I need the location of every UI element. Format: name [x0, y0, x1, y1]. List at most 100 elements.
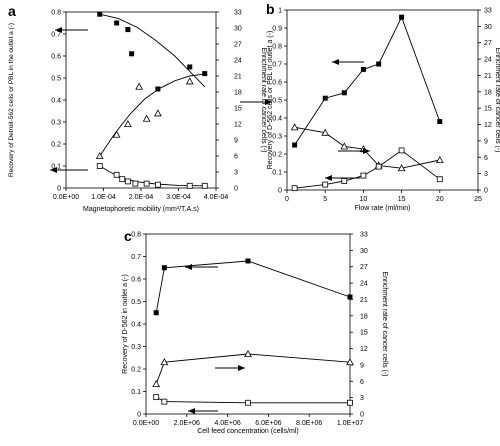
y-tick-label: 0: [57, 186, 61, 193]
data-point-series-0: [125, 27, 131, 33]
y2-tick-label: 6: [484, 155, 488, 162]
series-line-0: [155, 260, 351, 313]
x-tick-label: 0.0E+00: [53, 194, 79, 201]
data-point-series-1: [185, 77, 194, 85]
y-tick-label: 0.7: [51, 32, 61, 39]
y2-tick-label: 24: [234, 58, 242, 65]
data-point-series-2: [245, 399, 251, 406]
y-tick-label: 0.4: [51, 98, 61, 105]
data-point-series-1: [112, 130, 121, 138]
data-point-series-0: [153, 310, 159, 316]
x-axis-title: Flow rate (ml/min): [354, 205, 410, 212]
x-tick-label: 4.0E-04: [204, 194, 229, 201]
data-point-series-1: [397, 164, 406, 172]
y2-tick-label: 21: [360, 297, 368, 304]
data-point-series-0: [161, 265, 167, 271]
data-point-series-0: [187, 64, 193, 70]
x-tick-label: 0.0E+00: [133, 420, 159, 427]
data-point-series-1: [135, 82, 144, 90]
x-tick-label: 20: [436, 196, 444, 203]
series-line-2: [294, 149, 441, 189]
data-point-series-2: [322, 181, 329, 188]
plot-frame: [286, 9, 479, 191]
axis-arrow-0-head: [55, 27, 62, 33]
y2-tick-label: 30: [234, 26, 242, 33]
data-point-series-0: [292, 142, 298, 148]
y2-tick-label: 12: [484, 122, 492, 129]
y2-tick-label: 27: [360, 264, 368, 271]
y2-tick-label: 21: [234, 74, 242, 81]
y-tick-label: 0.1: [131, 389, 141, 396]
fit-curve-series-0: [99, 13, 206, 88]
axis-arrow-2-head: [188, 408, 195, 414]
data-point-series-0: [437, 119, 443, 125]
data-point-series-1: [340, 142, 349, 150]
y-tick-label: 0.4: [272, 116, 282, 123]
y-tick-label: 0.1: [51, 164, 61, 171]
y-tick-label: 0.8: [131, 232, 141, 239]
x-tick-label: 25: [474, 196, 482, 203]
data-point-series-0: [129, 51, 135, 57]
y2-tick-label: 21: [484, 73, 492, 80]
axis-arrow-1-head: [265, 99, 272, 105]
data-point-series-1: [123, 119, 132, 127]
x-tick-label: 6.0E+06: [255, 420, 281, 427]
y-tick-label: 0.3: [51, 120, 61, 127]
data-point-series-0: [155, 86, 161, 92]
data-point-series-0: [97, 11, 103, 17]
series-line-0: [294, 16, 441, 146]
y2-tick-label: 6: [360, 379, 364, 386]
data-point-series-1: [153, 109, 162, 117]
y2-tick-label: 3: [360, 395, 364, 402]
y2-tick-label: 0: [360, 412, 364, 419]
data-point-series-2: [436, 176, 443, 183]
y2-tick-label: 33: [484, 8, 492, 15]
panel-letter: a: [8, 3, 16, 19]
y-axis-title: Recovery of D-562 cells or PBL in outlet…: [267, 31, 274, 170]
data-point-series-2: [201, 182, 208, 189]
panel-letter: b: [266, 1, 275, 17]
data-point-series-2: [186, 182, 193, 189]
data-point-series-2: [153, 394, 160, 401]
axis-arrow-0-head: [185, 264, 192, 270]
fit-curve-series-1: [99, 73, 205, 157]
y-tick-label: 0.2: [51, 142, 61, 149]
y2-tick-label: 27: [234, 42, 242, 49]
data-point-series-1: [435, 155, 444, 164]
y2-tick-label: 18: [360, 313, 368, 320]
data-point-series-0: [376, 61, 382, 67]
y2-tick-label: 6: [234, 154, 238, 161]
x-tick-label: 1.0E+07: [337, 420, 363, 427]
y2-axis-title: Enrichment rate of cancer cells (-): [494, 47, 500, 152]
y2-tick-label: 30: [484, 24, 492, 31]
y2-tick-label: 15: [360, 330, 368, 337]
x-tick-label: 1.0E-04: [91, 194, 116, 201]
x-tick-label: 8.0E+06: [296, 420, 322, 427]
y2-tick-label: 0: [484, 188, 488, 195]
x-tick-label: 10: [360, 196, 368, 203]
data-point-series-1: [321, 128, 330, 136]
data-point-series-0: [114, 20, 120, 26]
x-tick-label: 4.0E+06: [214, 420, 240, 427]
y-tick-label: 0.6: [272, 80, 282, 87]
x-tick-label: 2.0E+06: [174, 420, 200, 427]
y-tick-label: 0.1: [272, 170, 282, 177]
y-axis-title: Recovery of Detroit-562 cells or PBL in …: [8, 23, 15, 177]
data-point-series-1: [244, 349, 252, 358]
y2-tick-label: 12: [360, 346, 368, 353]
data-point-series-2: [113, 171, 120, 178]
x-tick-label: 2.0E-04: [129, 194, 154, 201]
data-point-series-2: [132, 180, 139, 187]
data-point-series-1: [290, 123, 299, 131]
series-line-1: [294, 126, 440, 169]
y2-tick-label: 18: [234, 90, 242, 97]
y2-tick-label: 12: [234, 122, 242, 129]
series-line-1: [155, 353, 351, 385]
data-point-series-2: [154, 181, 161, 188]
y-tick-label: 0.4: [131, 322, 141, 329]
y-tick-label: 0.5: [131, 299, 141, 306]
x-tick-label: 15: [398, 196, 406, 203]
y-tick-label: 0.2: [272, 152, 282, 159]
y2-axis-title: Enrichment rate of cancer cells (-): [381, 271, 388, 376]
